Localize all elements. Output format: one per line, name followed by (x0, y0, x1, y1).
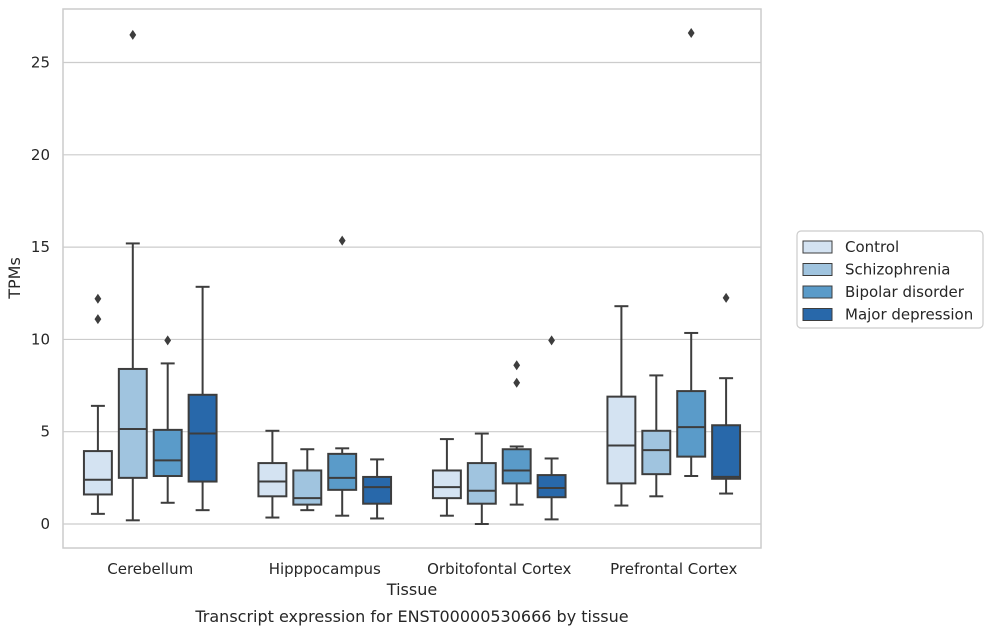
legend-item: Major depression (802, 306, 973, 324)
y-tick-label: 15 (31, 238, 50, 256)
outlier-point (338, 235, 346, 246)
box-iqr (362, 475, 393, 505)
legend-item: Schizophrenia (802, 261, 950, 279)
legend-swatch (802, 285, 833, 299)
box-iqr (431, 469, 462, 500)
box (327, 235, 358, 517)
x-axis-label: Tissue (386, 580, 437, 599)
outlier-point (687, 27, 695, 38)
y-tick-label: 20 (31, 146, 50, 164)
outlier-point (129, 29, 137, 40)
outlier-point (94, 293, 102, 304)
legend-swatch (802, 308, 833, 321)
box (501, 360, 532, 506)
plot-frame (62, 8, 762, 549)
box (117, 29, 148, 522)
legend-item: Control (802, 238, 899, 256)
x-tick-label: Prefrontal Cortex (610, 560, 737, 578)
box (676, 27, 707, 478)
box (606, 305, 637, 507)
x-tick-label: Orbitofontal Cortex (427, 560, 571, 578)
box-iqr (711, 424, 742, 480)
box (362, 458, 393, 520)
legend-label: Bipolar disorder (845, 283, 965, 301)
box-iqr (152, 428, 183, 478)
box-iqr (82, 450, 113, 496)
y-tick-label: 25 (31, 54, 50, 72)
box-iqr (641, 429, 672, 476)
box-iqr (466, 462, 497, 505)
box (536, 335, 567, 521)
box (431, 438, 462, 517)
box-iqr (676, 390, 707, 458)
outlier-point (94, 314, 102, 325)
box-iqr (292, 469, 323, 506)
box-groups (82, 27, 742, 526)
box (82, 293, 113, 515)
box-iqr (117, 367, 148, 479)
outlier-point (722, 292, 730, 303)
x-tick-label: Hipppocampus (269, 560, 381, 578)
box (466, 432, 497, 526)
outlier-point (513, 377, 521, 388)
box-iqr (187, 393, 218, 483)
y-tick-labels: 0 5 10 15 20 25 (31, 54, 50, 533)
x-tick-labels: Cerebellum Hipppocampus Orbitofontal Corte… (107, 560, 737, 578)
legend-swatch (802, 240, 833, 254)
box (292, 448, 323, 512)
box (152, 335, 183, 504)
y-tick-label: 10 (31, 330, 50, 348)
legend-label: Major depression (845, 306, 973, 324)
legend-label: Control (845, 238, 899, 256)
box-iqr (606, 395, 637, 485)
x-tick-label: Cerebellum (107, 560, 193, 578)
box-iqr (257, 462, 288, 498)
box-iqr (501, 448, 532, 485)
box-iqr (536, 474, 567, 499)
box (641, 374, 672, 498)
y-axis-label: TPMs (5, 257, 24, 300)
y-tick-label: 0 (40, 515, 50, 533)
y-tick-label: 5 (40, 423, 50, 441)
box (711, 292, 742, 495)
box-iqr (327, 452, 358, 491)
legend-item: Bipolar disorder (802, 283, 965, 301)
legend-frame (796, 230, 984, 329)
chart-caption: Transcript expression for ENST0000053066… (194, 607, 628, 626)
legend: Control Schizophrenia Bipolar disorder Majo… (796, 230, 984, 329)
outlier-point (513, 360, 521, 371)
legend-label: Schizophrenia (845, 261, 950, 279)
outlier-point (164, 335, 172, 346)
box (257, 429, 288, 519)
outlier-point (548, 335, 555, 346)
box (187, 285, 218, 512)
legend-swatch (802, 263, 833, 276)
